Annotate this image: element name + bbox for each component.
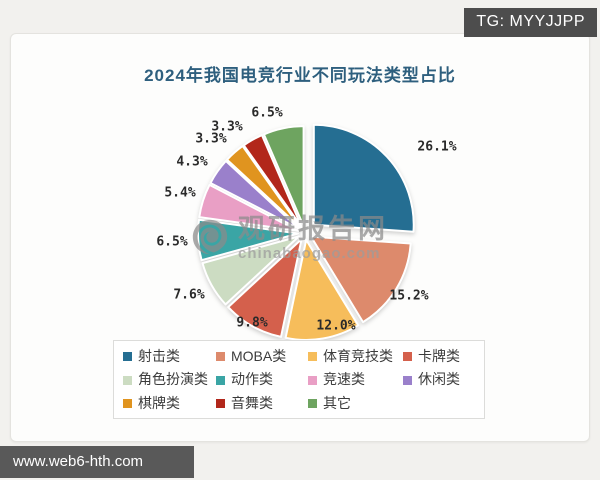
legend-label: 动作类 (231, 371, 273, 388)
legend-item-9: 棋牌类 (123, 394, 216, 411)
legend-swatch (216, 398, 225, 408)
legend-swatch (403, 352, 412, 362)
legend-item-6: 动作类 (216, 371, 308, 388)
slice-value-label: 15.2% (389, 288, 429, 304)
slice-value-label: 6.5% (251, 105, 283, 121)
slice-value-label: 9.8% (236, 315, 268, 331)
slice-value-label: 5.4% (164, 185, 196, 201)
pie-slice-4 (227, 238, 303, 338)
legend-swatch (308, 375, 317, 385)
tg-badge: TG: MYYJJPP (464, 8, 597, 37)
slice-value-label: 6.5% (156, 234, 188, 250)
watermark-name: 观研报告网 (238, 214, 388, 244)
pie-slice-7 (198, 183, 300, 232)
slice-value-label: 3.3% (211, 119, 243, 135)
legend-label: 射击类 (138, 348, 180, 364)
chart-title: 2024年我国电竞行业不同玩法类型占比 (144, 66, 456, 85)
slice-value-label: 4.3% (176, 154, 208, 170)
legend-item-5: 角色扮演类 (123, 371, 216, 388)
pie-slice-10 (242, 134, 303, 228)
pie-slice-1 (312, 123, 415, 233)
legend-swatch (123, 375, 132, 385)
legend-item-2: MOBA类 (216, 348, 308, 364)
legend-label: 音舞类 (231, 394, 273, 411)
legend-label: 棋牌类 (138, 394, 180, 411)
legend-swatch (216, 375, 225, 385)
legend-swatch (216, 352, 225, 362)
pie-slice-8 (209, 160, 301, 230)
slice-value-label: 3.3% (195, 131, 227, 147)
legend-item-1: 射击类 (123, 348, 216, 364)
legend-item-11: 其它 (308, 394, 403, 411)
legend-label: 体育竞技类 (323, 348, 393, 364)
chart-legend: 射击类 MOBA类 体育竞技类 卡牌类角色扮演类 动作类 竞速类 休闲类棋牌类 音舞类 其它 (113, 340, 485, 420)
watermark: 观研报告网 chinabaogao.com (189, 216, 388, 262)
pie-slice-11 (262, 125, 305, 228)
legend-label: 角色扮演类 (138, 371, 208, 388)
legend-item-3: 体育竞技类 (308, 348, 403, 364)
watermark-texts: 观研报告网 chinabaogao.com (238, 214, 388, 263)
legend-label: MOBA类 (231, 348, 287, 364)
pie-slice-2 (310, 235, 412, 324)
legend-item-8: 休闲类 (403, 371, 478, 388)
legend-swatch (308, 398, 317, 408)
legend-label: 卡牌类 (418, 348, 460, 364)
watermark-domain: chinabaogao.com (238, 245, 381, 262)
legend-item-7: 竞速类 (308, 371, 403, 388)
slice-value-label: 12.0% (316, 318, 356, 334)
slice-value-label: 26.1% (417, 139, 457, 155)
legend-swatch (123, 398, 132, 408)
legend-label: 其它 (323, 394, 351, 411)
legend-label: 休闲类 (418, 371, 460, 388)
legend-item-4: 卡牌类 (403, 348, 478, 364)
site-url-bar: www.web6-hth.com (0, 446, 194, 478)
legend-swatch (403, 375, 412, 385)
legend-swatch (123, 352, 132, 362)
legend-swatch (308, 352, 317, 362)
legend-label: 竞速类 (323, 371, 365, 388)
slice-value-label: 7.6% (173, 287, 205, 303)
legend-item-10: 音舞类 (216, 394, 308, 411)
watermark-swirl-icon (192, 219, 228, 255)
legend-grid: 射击类 MOBA类 体育竞技类 卡牌类角色扮演类 动作类 竞速类 休闲类棋牌类 音舞类 其它 (123, 348, 478, 411)
pie-slice-3 (284, 238, 360, 341)
pie-slice-9 (226, 145, 302, 229)
pie-slice-5 (201, 235, 300, 306)
